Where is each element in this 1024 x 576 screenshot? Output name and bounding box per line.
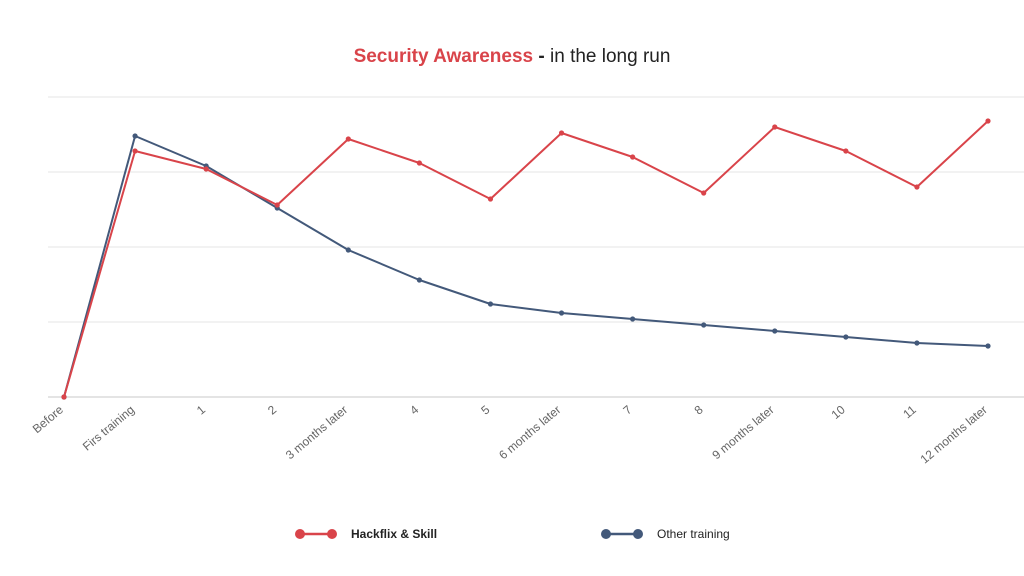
data-point bbox=[203, 166, 209, 172]
data-point bbox=[914, 340, 920, 346]
data-point bbox=[843, 148, 849, 154]
x-tick-label: Firs training bbox=[80, 403, 137, 454]
x-tick-label: 12 months later bbox=[918, 403, 990, 467]
data-point bbox=[701, 322, 707, 328]
legend-marker bbox=[601, 529, 611, 539]
data-point bbox=[630, 316, 636, 322]
x-tick-label: 10 bbox=[829, 402, 848, 422]
x-tick-label: 4 bbox=[407, 402, 421, 417]
data-point bbox=[914, 184, 920, 190]
legend-marker bbox=[327, 529, 337, 539]
data-point bbox=[558, 310, 565, 316]
data-point bbox=[985, 118, 991, 124]
data-point bbox=[132, 148, 138, 154]
data-point bbox=[701, 190, 707, 196]
x-tick-label: 3 months later bbox=[283, 403, 350, 463]
x-tick-label: 1 bbox=[194, 402, 208, 417]
data-point bbox=[345, 247, 351, 253]
data-point bbox=[985, 343, 991, 349]
legend-marker bbox=[295, 529, 305, 539]
data-point bbox=[61, 394, 67, 400]
legend-label: Other training bbox=[657, 527, 730, 541]
data-point bbox=[487, 196, 494, 202]
series-line bbox=[63, 120, 989, 398]
data-point bbox=[274, 202, 280, 208]
data-point bbox=[558, 130, 565, 136]
x-tick-label: Before bbox=[30, 402, 66, 436]
x-tick-label: 8 bbox=[691, 402, 705, 417]
legend-label: Hackflix & Skill bbox=[351, 527, 437, 541]
series-line bbox=[63, 135, 989, 398]
data-point bbox=[772, 124, 778, 130]
x-tick-label: 5 bbox=[478, 402, 492, 417]
data-point bbox=[416, 160, 422, 166]
x-tick-label: 11 bbox=[900, 402, 919, 421]
data-point bbox=[345, 136, 351, 142]
data-point bbox=[416, 277, 422, 283]
data-point bbox=[487, 301, 494, 307]
chart-title-highlight: Security Awareness bbox=[353, 46, 534, 67]
legend-marker bbox=[633, 529, 643, 539]
legend-item: Other training bbox=[601, 527, 730, 541]
data-point bbox=[132, 133, 138, 139]
data-point bbox=[630, 154, 636, 160]
chart-title: Security Awareness - in the long run bbox=[0, 46, 1024, 68]
data-point bbox=[772, 328, 778, 334]
chart-title-separator: - bbox=[538, 46, 545, 67]
x-tick-label: 9 months later bbox=[709, 403, 776, 463]
x-tick-label: 2 bbox=[265, 402, 279, 417]
x-tick-label: 6 months later bbox=[496, 403, 563, 463]
data-point bbox=[843, 334, 849, 340]
legend-item: Hackflix & Skill bbox=[295, 527, 437, 541]
x-tick-label: 7 bbox=[620, 402, 634, 417]
chart-title-rest: in the long run bbox=[550, 46, 671, 67]
